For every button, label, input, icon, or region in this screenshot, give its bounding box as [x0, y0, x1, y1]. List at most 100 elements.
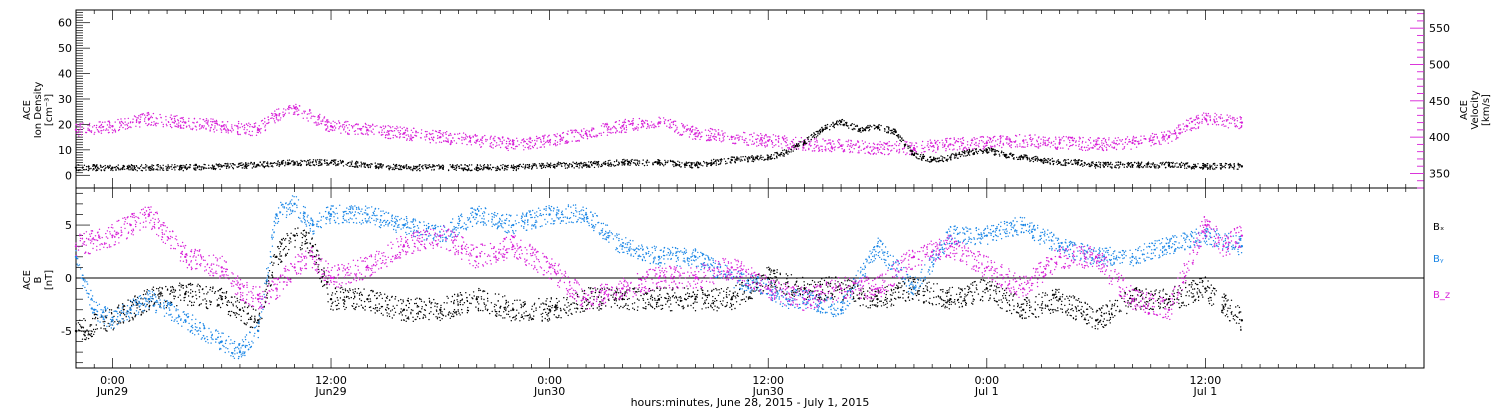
trace-dot [850, 145, 851, 146]
trace-dot [924, 151, 925, 152]
trace-dot [297, 164, 298, 165]
trace-dot [481, 166, 482, 167]
trace-dot [634, 129, 635, 130]
trace-dot [1210, 120, 1211, 121]
trace-dot [626, 129, 627, 130]
trace-dot [1098, 161, 1099, 162]
trace-dot [199, 125, 200, 126]
trace-dot [309, 109, 310, 110]
trace-dot [1233, 117, 1234, 118]
trace-dot [861, 150, 862, 151]
trace-dot [1038, 159, 1039, 160]
trace-dot [413, 166, 414, 167]
trace-dot [1162, 162, 1163, 163]
trace-dot [624, 129, 625, 130]
trace-dot [509, 141, 510, 142]
trace-dot [98, 168, 99, 169]
trace-dot [497, 166, 498, 167]
trace-dot [1091, 163, 1092, 164]
trace-dot [850, 151, 851, 152]
trace-dot [888, 131, 889, 132]
trace-dot [88, 169, 89, 170]
trace-dot [720, 163, 721, 164]
trace-dot [389, 130, 390, 131]
trace-dot [821, 146, 822, 147]
trace-dot [553, 144, 554, 145]
trace-dot [203, 164, 204, 165]
trace-dot [1201, 122, 1202, 123]
trace-dot [513, 148, 514, 149]
trace-dot [1148, 162, 1149, 163]
trace-dot [1118, 143, 1119, 144]
trace-dot [170, 124, 171, 125]
trace-dot [880, 152, 881, 153]
trace-dot [261, 120, 262, 121]
trace-dot [144, 114, 145, 115]
trace-dot [435, 142, 436, 143]
trace-dot [199, 128, 200, 129]
trace-dot [287, 162, 288, 163]
trace-dot [878, 152, 879, 153]
trace-dot [219, 124, 220, 125]
trace-dot [511, 147, 512, 148]
trace-dot [981, 150, 982, 151]
trace-dot [454, 140, 455, 141]
trace-dot [869, 125, 870, 126]
trace-dot [406, 135, 407, 136]
trace-dot [264, 126, 265, 127]
trace-dot [410, 169, 411, 170]
trace-dot [668, 120, 669, 121]
trace-dot [1189, 123, 1190, 124]
trace-dot [195, 167, 196, 168]
trace-dot [847, 141, 848, 142]
trace-dot [483, 143, 484, 144]
trace-dot [242, 164, 243, 165]
trace-dot [505, 147, 506, 148]
trace-dot [561, 165, 562, 166]
trace-dot [313, 159, 314, 160]
trace-dot [225, 124, 226, 125]
trace-dot [818, 131, 819, 132]
trace-dot [1101, 147, 1102, 148]
trace-dot [289, 105, 290, 106]
trace-dot [1178, 126, 1179, 127]
trace-dot [453, 167, 454, 168]
trace-dot [1053, 141, 1054, 142]
trace-dot [542, 144, 543, 145]
trace-dot [616, 161, 617, 162]
trace-dot [295, 106, 296, 107]
trace-dot [399, 134, 400, 135]
trace-dot [246, 168, 247, 169]
trace-dot [416, 170, 417, 171]
trace-dot [1230, 118, 1231, 119]
trace-dot [578, 167, 579, 168]
trace-dot [374, 126, 375, 127]
trace-dot [1091, 162, 1092, 163]
trace-dot [883, 142, 884, 143]
trace-dot [1160, 144, 1161, 145]
trace-dot [280, 117, 281, 118]
trace-dot [310, 112, 311, 113]
trace-dot [161, 168, 162, 169]
trace-dot [1000, 136, 1001, 137]
trace-dot [1212, 124, 1213, 125]
trace-dot [290, 107, 291, 108]
trace-dot [672, 164, 673, 165]
trace-dot [1103, 150, 1104, 151]
trace-dot [459, 138, 460, 139]
trace-dot [814, 144, 815, 145]
trace-dot [1115, 167, 1116, 168]
trace-dot [835, 123, 836, 124]
trace-dot [790, 151, 791, 152]
trace-dot [753, 144, 754, 145]
trace-dot [1195, 119, 1196, 120]
trace-dot [398, 132, 399, 133]
trace-dot [816, 145, 817, 146]
trace-dot [776, 152, 777, 153]
trace-dot [418, 166, 419, 167]
trace-dot [587, 136, 588, 137]
trace-dot [767, 155, 768, 156]
trace-dot [255, 122, 256, 123]
trace-dot [559, 143, 560, 144]
trace-dot [721, 161, 722, 162]
